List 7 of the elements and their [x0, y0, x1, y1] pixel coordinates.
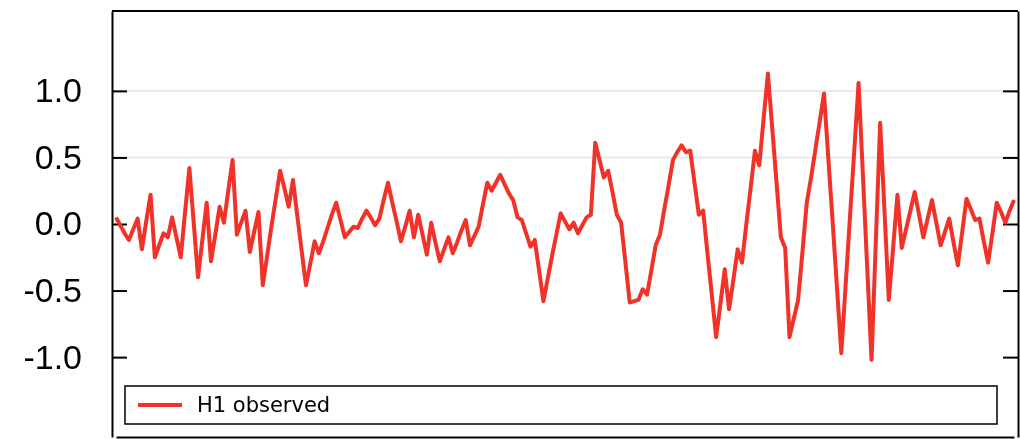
y-tick-label: -0.5 — [23, 270, 82, 309]
y-tick-label: -1.0 — [23, 337, 82, 376]
y-tick-label: 0.0 — [34, 204, 82, 243]
y-tick-label: 0.5 — [34, 137, 82, 176]
legend-label: H1 observed — [197, 393, 331, 417]
y-tick-label: 1.0 — [34, 71, 82, 110]
line-series — [114, 71, 1016, 362]
